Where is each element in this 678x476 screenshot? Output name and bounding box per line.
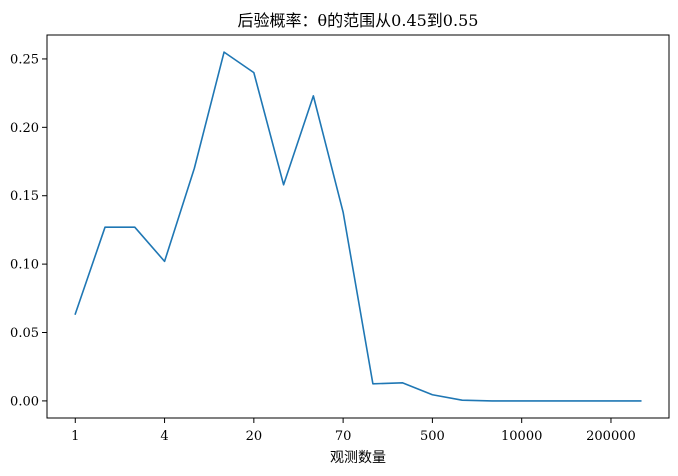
x-axis: 1 4 20 70 500 10000 200000 xyxy=(71,418,636,444)
x-axis-label: 观测数量 xyxy=(330,450,386,466)
plot-area xyxy=(74,51,642,402)
x-tick-label: 20 xyxy=(246,429,263,444)
y-tick-label: 0.10 xyxy=(10,258,39,273)
x-tick-label: 500 xyxy=(420,429,445,444)
y-tick-label: 0.25 xyxy=(10,52,39,67)
x-tick-label: 1 xyxy=(71,429,79,444)
chart-title: 后验概率：θ的范围从0.45到0.55 xyxy=(238,11,479,30)
y-tick-label: 0.05 xyxy=(10,326,39,341)
x-tick-label: 4 xyxy=(160,429,168,444)
y-tick-label: 0.15 xyxy=(10,189,39,204)
x-tick-label: 200000 xyxy=(586,429,636,444)
x-tick-label: 70 xyxy=(335,429,352,444)
axes-frame xyxy=(46,34,670,419)
y-tick-label: 0.00 xyxy=(10,394,39,409)
series-line-posterior xyxy=(74,51,642,402)
y-axis: 0.00 0.05 0.10 0.15 0.20 0.25 xyxy=(10,52,47,409)
y-tick-label: 0.20 xyxy=(10,121,39,136)
x-tick-label: 10000 xyxy=(501,429,542,444)
